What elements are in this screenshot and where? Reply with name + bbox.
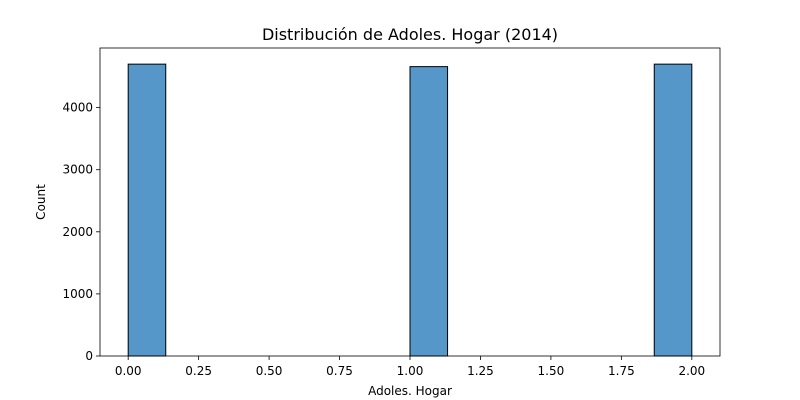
x-axis: 0.00 0.25 0.50 0.75 1.00 1.25 1.50 1.75 2.00 [115,356,705,378]
plot-area [127,63,693,357]
y-axis-label: Count [34,184,48,220]
histogram-bar [409,66,449,357]
y-tick-label: 0 [85,349,93,363]
x-tick-label: 0.75 [326,364,353,378]
x-tick-label: 1.50 [538,364,565,378]
x-tick-label: 1.25 [467,364,494,378]
x-tick-label: 2.00 [678,364,705,378]
y-tick-label: 4000 [62,101,93,115]
y-tick-label: 2000 [62,225,93,239]
x-tick-label: 0.50 [256,364,283,378]
x-tick-label: 1.00 [397,364,424,378]
y-axis: 0 1000 2000 3000 4000 [62,101,100,363]
y-tick-label: 1000 [62,287,93,301]
chart-title: Distribución de Adoles. Hogar (2014) [262,25,558,44]
histogram-bar [653,63,693,357]
x-axis-label: Adoles. Hogar [368,384,452,398]
histogram-bar [127,63,167,357]
x-tick-label: 1.75 [608,364,635,378]
x-tick-label: 0.00 [115,364,142,378]
y-tick-label: 3000 [62,163,93,177]
x-tick-label: 0.25 [185,364,212,378]
